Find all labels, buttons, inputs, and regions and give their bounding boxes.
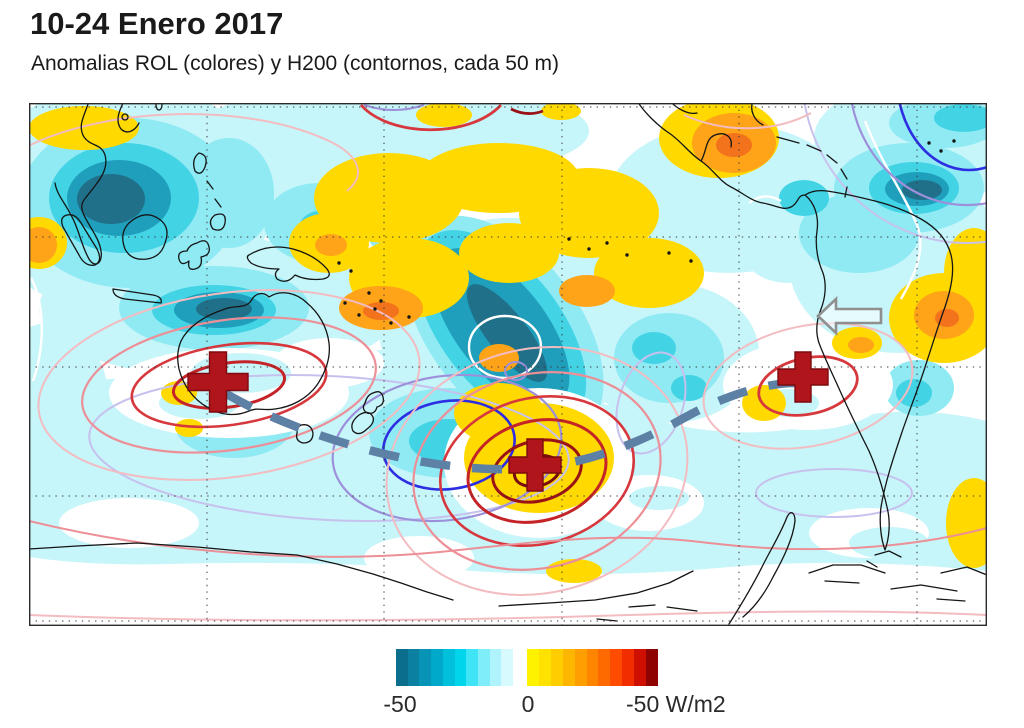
page-title: 10-24 Enero 2017 — [30, 6, 284, 41]
colorbar-swatch — [538, 649, 551, 686]
colorbar-swatch — [598, 649, 611, 686]
graticule — [29, 103, 987, 626]
colorbar-swatch — [610, 649, 623, 686]
colorbar-swatch — [527, 649, 539, 686]
colorbar-swatch — [396, 649, 408, 686]
anomaly-map-svg — [29, 103, 987, 626]
colorbar-swatch — [622, 649, 635, 686]
colorbar-label-negative: -50 — [383, 691, 417, 717]
colorbar-swatch — [454, 649, 467, 686]
colorbar-swatch — [431, 649, 443, 686]
colorbar-swatch — [574, 649, 587, 686]
olr-shading-deep-orange — [363, 133, 959, 327]
colorbar-negative-segment — [396, 649, 514, 686]
map-border — [29, 103, 987, 626]
colorbar-swatch — [501, 649, 514, 686]
colorbar-swatch — [407, 649, 420, 686]
colorbar-swatch — [419, 649, 432, 686]
wave-center-marker-south-pacific — [508, 438, 562, 492]
olr-shading-dark-teal — [77, 174, 942, 382]
island-dots — [337, 139, 956, 325]
colorbar-swatch — [489, 649, 502, 686]
colorbar-swatch — [586, 649, 599, 686]
wave-center-marker-australia — [187, 351, 249, 413]
coastlines — [29, 103, 987, 625]
colorbar-label-zero: 0 — [521, 691, 535, 717]
anomaly-map — [29, 103, 987, 626]
colorbar-swatch — [477, 649, 490, 686]
colorbar-swatch — [466, 649, 478, 686]
colorbar-swatch — [646, 649, 658, 686]
wave-center-markers — [187, 351, 829, 492]
colorbar-swatch — [442, 649, 455, 686]
colorbar-swatch — [562, 649, 575, 686]
wave-center-marker-south-america — [777, 351, 829, 403]
westward-arrow-icon — [816, 295, 883, 337]
colorbar-swatch — [550, 649, 563, 686]
colorbar-positive-segment — [527, 649, 658, 686]
colorbar-swatch — [634, 649, 647, 686]
colorbar-label-positive: -50 W/m2 — [626, 691, 726, 717]
page-subtitle: Anomalias ROL (colores) y H200 (contorno… — [31, 52, 559, 75]
